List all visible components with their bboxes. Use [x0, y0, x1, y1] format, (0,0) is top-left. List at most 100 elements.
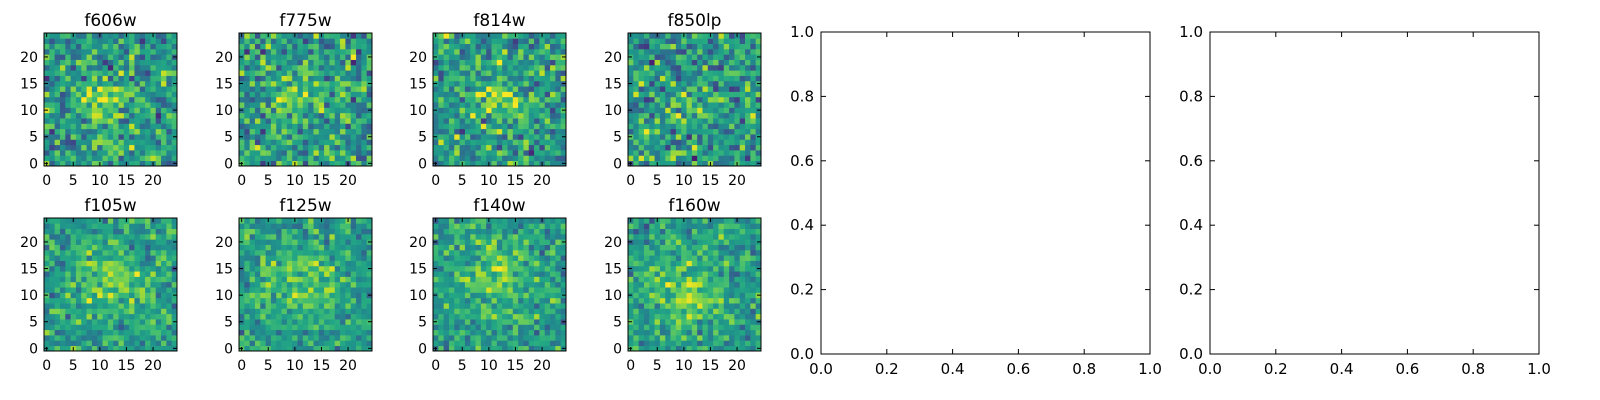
pixel-cell — [350, 281, 357, 288]
pixel-cell — [297, 96, 304, 103]
pixel-cell — [91, 80, 98, 87]
pixel-cell — [134, 218, 141, 224]
pixel-cell — [523, 102, 530, 108]
pixel-cell — [276, 54, 282, 60]
pixel-cell — [134, 265, 141, 272]
pixel-cell — [686, 287, 693, 293]
pixel-cell — [507, 139, 514, 146]
pixel-cell — [448, 335, 455, 341]
pixel-cell — [550, 228, 556, 235]
pixel-cell — [145, 255, 151, 261]
pixel-cell — [713, 297, 719, 304]
pixel-cell — [475, 239, 482, 245]
pixel-cell — [107, 324, 114, 331]
pixel-cell — [129, 255, 135, 261]
pixel-cell — [334, 123, 341, 130]
pixel-cell — [534, 128, 540, 135]
pixel-cell — [560, 260, 567, 267]
pixel-cell — [496, 249, 503, 256]
pixel-cell — [480, 64, 487, 71]
pixel-cell — [518, 223, 524, 229]
pixel-cell — [707, 329, 714, 336]
pixel-cell — [745, 303, 751, 309]
pixel-grid — [628, 33, 762, 167]
pixel-cell — [560, 313, 567, 320]
pixel-cell — [475, 319, 482, 325]
pixel-cell — [86, 155, 93, 162]
pixel-cell — [134, 319, 141, 325]
pixel-cell — [59, 233, 66, 240]
pixel-cell — [491, 43, 498, 50]
pixel-cell — [270, 144, 277, 151]
x-tick-label: 20 — [144, 358, 162, 374]
pixel-cell — [366, 340, 373, 347]
pixel-cell — [443, 233, 450, 240]
pixel-cell — [723, 313, 730, 320]
pixel-cell — [659, 139, 666, 146]
pixel-cell — [675, 329, 682, 336]
pixel-cell — [270, 271, 277, 277]
pixel-cell — [313, 102, 320, 108]
pixel-cell — [139, 86, 146, 92]
pixel-cell — [528, 33, 535, 39]
pixel-cell — [239, 112, 245, 119]
pixel-cell — [260, 80, 266, 87]
pixel-cell — [438, 265, 444, 272]
pixel-cell — [681, 139, 687, 146]
pixel-cell — [659, 134, 666, 140]
pixel-cell — [518, 255, 524, 261]
pixel-cell — [649, 54, 655, 60]
pixel-cell — [281, 276, 288, 283]
pixel-cell — [486, 139, 492, 146]
pixel-cell — [729, 86, 735, 92]
pixel-cell — [643, 292, 650, 299]
pixel-cell — [448, 218, 455, 224]
pixel-cell — [249, 239, 256, 245]
pixel-cell — [91, 139, 98, 146]
pixel-cell — [97, 38, 103, 44]
pixel-cell — [244, 292, 250, 299]
pixel-cell — [281, 249, 288, 256]
pixel-cell — [555, 287, 562, 293]
pixel-cell — [145, 292, 151, 299]
pixel-cell — [324, 244, 330, 251]
pixel-cell — [265, 139, 272, 146]
pixel-cell — [734, 70, 741, 76]
pixel-cell — [750, 329, 757, 336]
pixel-cell — [139, 335, 146, 341]
pixel-cell — [464, 96, 471, 103]
pixel-cell — [659, 329, 666, 336]
pixel-cell — [329, 233, 336, 240]
pixel-cell — [560, 38, 567, 44]
pixel-cell — [550, 287, 556, 293]
pixel-cell — [302, 80, 309, 87]
pixel-cell — [633, 144, 639, 151]
pixel-cell — [739, 139, 746, 146]
pixel-cell — [697, 335, 703, 341]
pixel-cell — [265, 324, 272, 331]
pixel-cell — [649, 155, 655, 162]
pixel-cell — [302, 155, 309, 162]
pixel-cell — [713, 329, 719, 336]
pixel-cell — [654, 128, 661, 135]
pixel-cell — [707, 287, 714, 293]
pixel-cell — [470, 43, 476, 50]
pixel-cell — [97, 70, 103, 76]
pixel-cell — [638, 160, 645, 167]
pixel-cell — [560, 324, 567, 331]
pixel-cell — [161, 123, 167, 130]
pixel-cell — [65, 91, 71, 98]
pixel-cell — [443, 345, 450, 352]
pixel-cell — [560, 218, 567, 224]
pixel-cell — [638, 340, 645, 347]
pixel-cell — [443, 335, 450, 341]
pixel-cell — [633, 271, 639, 277]
pixel-cell — [292, 70, 298, 76]
pixel-cell — [528, 43, 535, 50]
pixel-cell — [134, 123, 141, 130]
pixel-cell — [665, 139, 671, 146]
pixel-cell — [523, 59, 530, 66]
pixel-cell — [702, 297, 709, 304]
pixel-cell — [350, 297, 357, 304]
pixel-cell — [361, 112, 368, 119]
